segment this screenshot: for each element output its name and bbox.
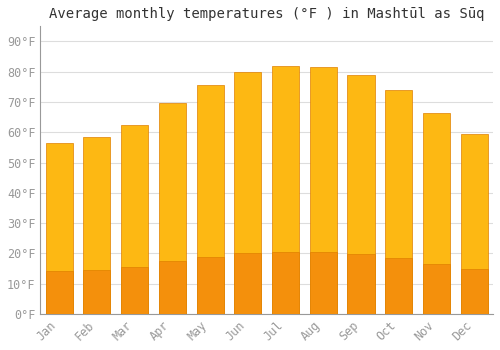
Bar — [348, 254, 374, 314]
Bar — [196, 85, 224, 314]
Bar — [196, 257, 224, 314]
Bar — [121, 267, 148, 314]
Bar — [46, 271, 73, 314]
Bar — [423, 264, 450, 314]
Bar — [159, 261, 186, 314]
Bar — [272, 252, 299, 314]
Bar — [385, 90, 412, 314]
Bar — [310, 67, 337, 314]
Bar — [348, 75, 374, 314]
Bar — [310, 252, 337, 314]
Bar — [272, 66, 299, 314]
Bar — [234, 253, 262, 314]
Bar — [46, 143, 73, 314]
Bar — [423, 113, 450, 314]
Bar — [385, 258, 412, 314]
Title: Average monthly temperatures (°F ) in Mashtūl as Sūq: Average monthly temperatures (°F ) in Ma… — [49, 7, 484, 21]
Bar — [121, 125, 148, 314]
Bar — [460, 134, 488, 314]
Bar — [84, 270, 110, 314]
Bar — [460, 269, 488, 314]
Bar — [84, 137, 110, 314]
Bar — [234, 72, 262, 314]
Bar — [159, 104, 186, 314]
